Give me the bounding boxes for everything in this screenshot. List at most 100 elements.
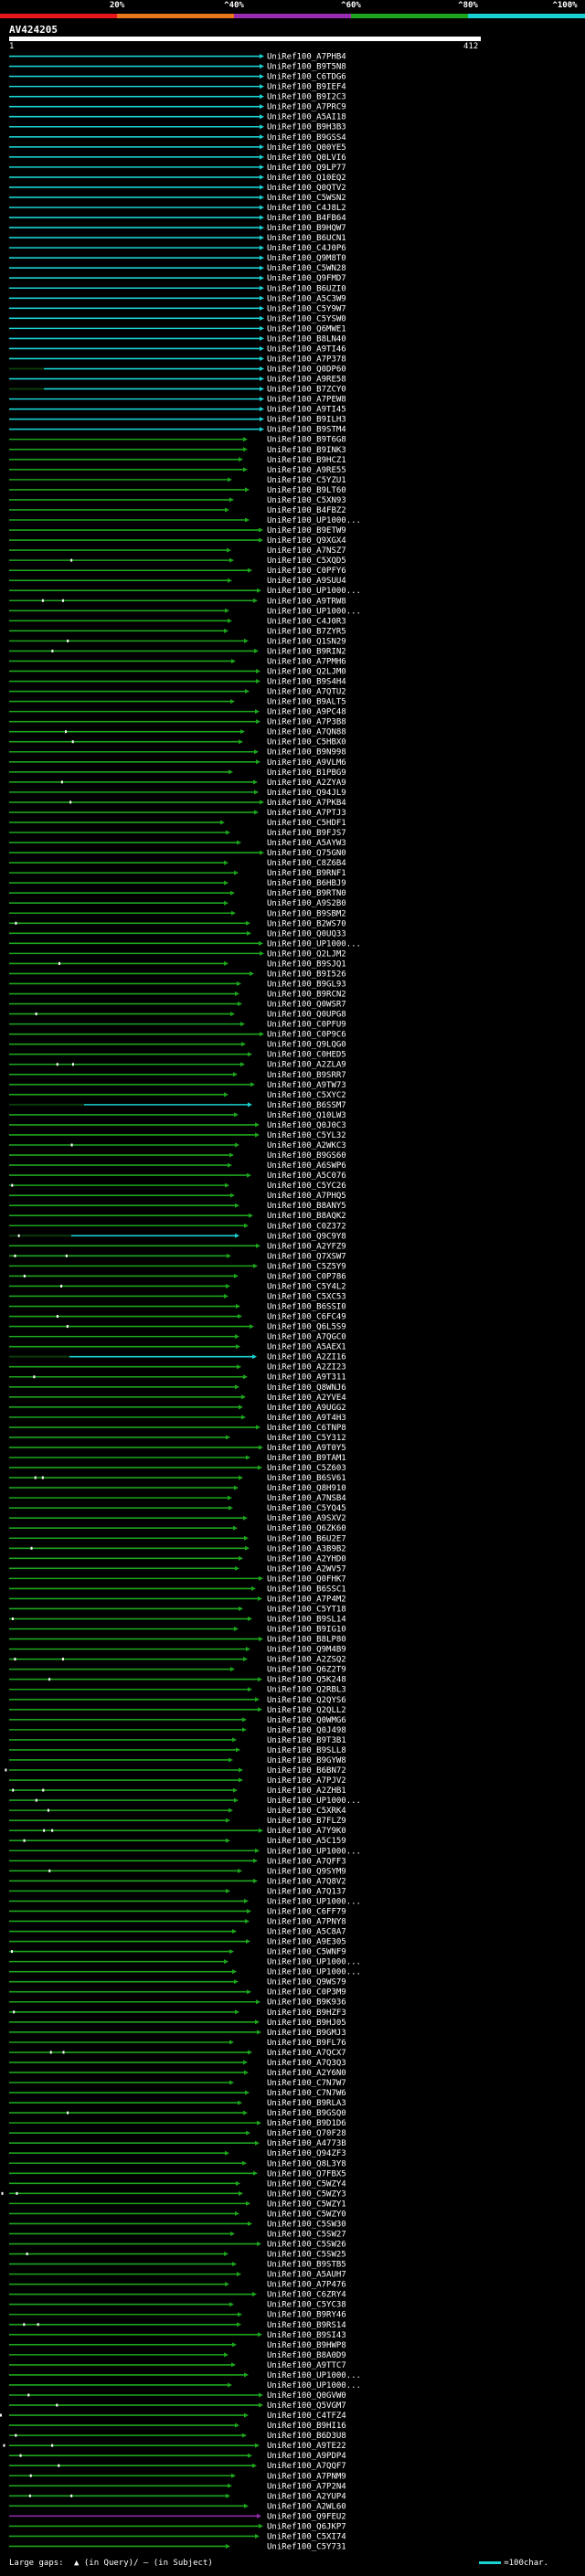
hit-label[interactable]: UniRef100_C0PFU9 <box>267 1021 346 1030</box>
hit-label[interactable]: UniRef100_C5YZU1 <box>267 476 346 485</box>
hit-label[interactable]: UniRef100_C5YT18 <box>267 1605 346 1614</box>
hit-label[interactable]: UniRef100_B9H3B3 <box>267 123 346 133</box>
hit-label[interactable]: UniRef100_Q70F28 <box>267 2129 346 2138</box>
hit-label[interactable]: UniRef100_A2YVE4 <box>267 1394 346 1403</box>
hit-label[interactable]: UniRef100_B9N998 <box>267 748 346 758</box>
hit-label[interactable]: UniRef100_Q9FEU2 <box>267 2512 346 2521</box>
hit-label[interactable]: UniRef100_B9LT60 <box>267 486 346 495</box>
hit-label[interactable]: UniRef100_A2ZI16 <box>267 1353 346 1362</box>
hit-label[interactable]: UniRef100_A3B9B2 <box>267 1544 346 1553</box>
hit-label[interactable]: UniRef100_B6UZI0 <box>267 284 346 293</box>
hit-label[interactable]: UniRef100_A5C3W9 <box>267 294 346 303</box>
hit-label[interactable]: UniRef100_A2Y6N0 <box>267 2069 346 2078</box>
hit-label[interactable]: UniRef100_A2ZI23 <box>267 1363 346 1373</box>
hit-label[interactable]: UniRef100_A2YFZ9 <box>267 1242 346 1251</box>
hit-label[interactable]: UniRef100_A9TRW8 <box>267 597 346 606</box>
hit-label[interactable]: UniRef100_A7PEW8 <box>267 396 346 405</box>
hit-label[interactable]: UniRef100_A7QCX7 <box>267 2049 346 2058</box>
hit-label[interactable]: UniRef100_B9FL76 <box>267 2039 346 2048</box>
hit-label[interactable]: UniRef100_Q2QLL2 <box>267 1706 346 1715</box>
hit-label[interactable]: UniRef100_B6UCN1 <box>267 234 346 243</box>
hit-label[interactable]: UniRef100_B7ZYR5 <box>267 627 346 636</box>
hit-label[interactable]: UniRef100_B9HJ05 <box>267 2019 346 2028</box>
hit-label[interactable]: UniRef100_C0P786 <box>267 1272 346 1281</box>
hit-label[interactable]: UniRef100_B9T6G8 <box>267 436 346 445</box>
hit-label[interactable]: UniRef100_A7PHQ5 <box>267 1192 346 1201</box>
hit-label[interactable]: UniRef100_A2YHD0 <box>267 1554 346 1564</box>
hit-label[interactable]: UniRef100_A7PNY8 <box>267 1917 346 1926</box>
hit-label[interactable]: UniRef100_UP1000... <box>267 607 361 616</box>
hit-label[interactable]: UniRef100_Q2QYS6 <box>267 1696 346 1705</box>
hit-label[interactable]: UniRef100_UP1000... <box>267 1897 361 1906</box>
hit-label[interactable]: UniRef100_UP1000... <box>267 2371 361 2380</box>
hit-label[interactable]: UniRef100_B9SI43 <box>267 2331 346 2340</box>
hit-label[interactable]: UniRef100_Q2RBL3 <box>267 1686 346 1695</box>
hit-label[interactable]: UniRef100_C5YSW0 <box>267 314 346 323</box>
hit-label[interactable]: UniRef100_C5HDF1 <box>267 819 346 828</box>
hit-label[interactable]: UniRef100_C6TNP8 <box>267 1424 346 1433</box>
hit-label[interactable]: UniRef100_B1PBG9 <box>267 769 346 778</box>
hit-label[interactable]: UniRef100_B9FJS7 <box>267 829 346 838</box>
hit-label[interactable]: UniRef100_Q9C9Y8 <box>267 1232 346 1241</box>
hit-label[interactable]: UniRef100_C6FC49 <box>267 1313 346 1322</box>
hit-label[interactable]: UniRef100_C5Z603 <box>267 1464 346 1473</box>
hit-label[interactable]: UniRef100_C4J8L2 <box>267 204 346 213</box>
hit-label[interactable]: UniRef100_C6FF79 <box>267 1907 346 1916</box>
hit-label[interactable]: UniRef100_A2WKC3 <box>267 1141 346 1150</box>
hit-label[interactable]: UniRef100_A7P4M2 <box>267 1595 346 1604</box>
hit-label[interactable]: UniRef100_Q94JL9 <box>267 789 346 798</box>
hit-label[interactable]: UniRef100_B6SSC1 <box>267 1585 346 1594</box>
hit-label[interactable]: UniRef100_UP1000... <box>267 516 361 525</box>
hit-label[interactable]: UniRef100_Q9SYM9 <box>267 1867 346 1876</box>
hit-label[interactable]: UniRef100_B8AQK2 <box>267 1212 346 1221</box>
hit-label[interactable]: UniRef100_B9GMJ3 <box>267 2029 346 2038</box>
hit-label[interactable]: UniRef100_Q94ZF3 <box>267 2149 346 2158</box>
hit-label[interactable]: UniRef100_Q5K248 <box>267 1676 346 1685</box>
hit-label[interactable]: UniRef100_B7ZCY0 <box>267 386 346 395</box>
hit-label[interactable]: UniRef100_B9ETW9 <box>267 526 346 535</box>
hit-label[interactable]: UniRef100_Q00YE5 <box>267 143 346 153</box>
hit-label[interactable]: UniRef100_Q9M4B9 <box>267 1646 346 1655</box>
hit-label[interactable]: UniRef100_C4TFZ4 <box>267 2412 346 2421</box>
hit-label[interactable]: UniRef100_B6BN72 <box>267 1766 346 1776</box>
hit-label[interactable]: UniRef100_A2WV57 <box>267 1564 346 1574</box>
hit-label[interactable]: UniRef100_C5WN28 <box>267 264 346 273</box>
hit-label[interactable]: UniRef100_Q6L5S9 <box>267 1323 346 1332</box>
hit-label[interactable]: UniRef100_A9VLM6 <box>267 758 346 768</box>
hit-label[interactable]: UniRef100_Q9WS79 <box>267 1978 346 1988</box>
hit-label[interactable]: UniRef100_Q1SN29 <box>267 637 346 646</box>
hit-label[interactable]: UniRef100_A7P476 <box>267 2281 346 2290</box>
hit-label[interactable]: UniRef100_A9SUU4 <box>267 577 346 586</box>
hit-label[interactable]: UniRef100_C4J0R3 <box>267 617 346 626</box>
hit-label[interactable]: UniRef100_A7NSB4 <box>267 1494 346 1503</box>
hit-label[interactable]: UniRef100_B9RLA3 <box>267 2099 346 2108</box>
hit-label[interactable]: UniRef100_A7NSZ7 <box>267 546 346 556</box>
hit-label[interactable]: UniRef100_Q2LJM0 <box>267 667 346 676</box>
hit-label[interactable]: UniRef100_Q10EQ2 <box>267 174 346 183</box>
hit-label[interactable]: UniRef100_Q75GN0 <box>267 849 346 858</box>
hit-label[interactable]: UniRef100_Q6MWE1 <box>267 324 346 334</box>
hit-label[interactable]: UniRef100_Q8WNJ6 <box>267 1383 346 1393</box>
hit-label[interactable]: UniRef100_Q7XSW7 <box>267 1252 346 1261</box>
hit-label[interactable]: UniRef100_C0Z372 <box>267 1222 346 1231</box>
hit-label[interactable]: UniRef100_Q0WSR7 <box>267 1001 346 1010</box>
hit-label[interactable]: UniRef100_A5AYW3 <box>267 839 346 848</box>
hit-label[interactable]: UniRef100_A9TE22 <box>267 2442 346 2451</box>
hit-label[interactable]: UniRef100_A9T4H3 <box>267 1414 346 1423</box>
hit-label[interactable]: UniRef100_Q0FHK7 <box>267 1574 346 1584</box>
hit-label[interactable]: UniRef100_Q9FMD7 <box>267 274 346 283</box>
hit-label[interactable]: UniRef100_C5WNF9 <box>267 1948 346 1957</box>
hit-label[interactable]: UniRef100_A9T311 <box>267 1373 346 1383</box>
hit-label[interactable]: UniRef100_A9TW73 <box>267 1081 346 1090</box>
hit-label[interactable]: UniRef100_B9SL14 <box>267 1616 346 1625</box>
hit-label[interactable]: UniRef100_C5WSN2 <box>267 194 346 203</box>
hit-label[interactable]: UniRef100_C5WZY1 <box>267 2200 346 2209</box>
hit-label[interactable]: UniRef100_Q6Z2T9 <box>267 1666 346 1675</box>
hit-label[interactable]: UniRef100_B9GSS4 <box>267 133 346 143</box>
hit-label[interactable]: UniRef100_A7Q3Q3 <box>267 2059 346 2068</box>
hit-label[interactable]: UniRef100_A9S2B0 <box>267 899 346 908</box>
hit-label[interactable]: UniRef100_C5SW26 <box>267 2241 346 2250</box>
hit-label[interactable]: UniRef100_C5WZY3 <box>267 2189 346 2199</box>
hit-label[interactable]: UniRef100_A7PTJ3 <box>267 809 346 818</box>
hit-label[interactable]: UniRef100_Q0J498 <box>267 1726 346 1735</box>
